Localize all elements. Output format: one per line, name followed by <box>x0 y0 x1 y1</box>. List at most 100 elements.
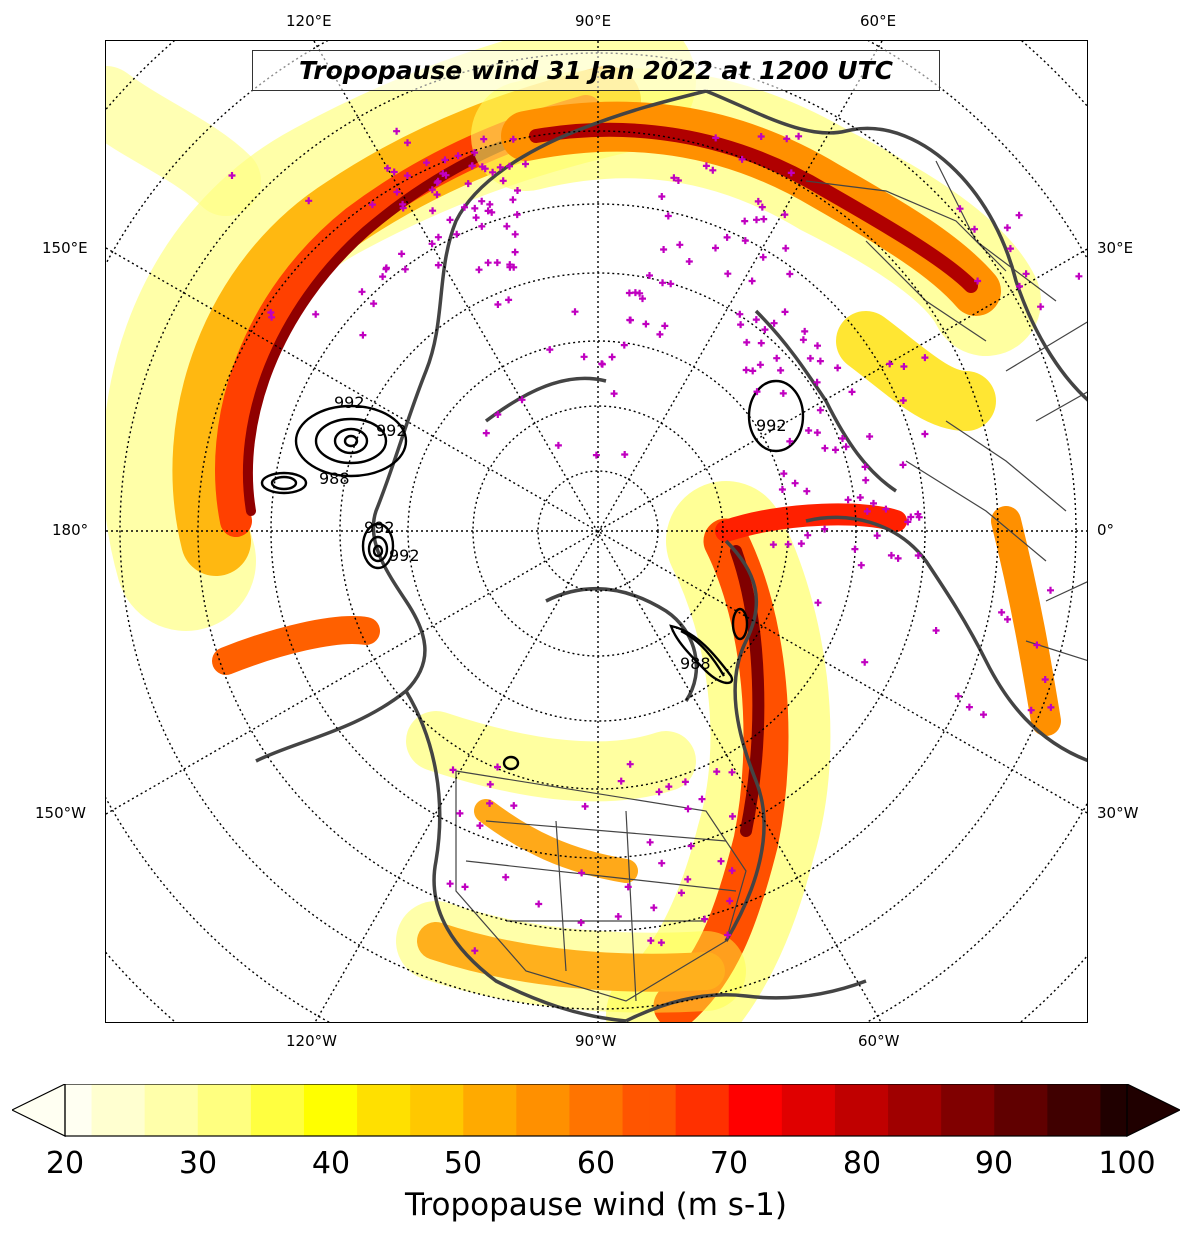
station-marker <box>701 915 709 923</box>
station-marker <box>863 507 871 515</box>
station-marker <box>359 331 367 339</box>
station-marker <box>614 913 622 920</box>
colorbar-segment <box>1020 1084 1048 1136</box>
station-marker <box>404 139 411 147</box>
colorbar-segment <box>542 1084 571 1136</box>
station-marker <box>738 155 746 163</box>
station-marker <box>712 244 719 252</box>
colorbar-segment <box>914 1084 942 1136</box>
colorbar-segment <box>808 1084 836 1136</box>
station-marker <box>488 208 496 216</box>
station-marker <box>899 397 907 404</box>
colorbar-segment <box>118 1084 146 1136</box>
station-marker <box>659 279 666 287</box>
station-marker <box>382 264 390 272</box>
station-marker <box>471 947 479 955</box>
station-marker <box>804 531 812 539</box>
station-marker <box>757 133 765 140</box>
colorbar-segment <box>410 1084 438 1136</box>
station-marker <box>773 354 781 362</box>
station-marker <box>791 479 799 487</box>
station-marker <box>655 788 663 796</box>
station-marker <box>621 451 629 458</box>
contour-label: 992 <box>389 546 420 565</box>
station-marker <box>974 277 982 285</box>
station-marker <box>921 354 929 362</box>
station-marker <box>471 149 478 157</box>
colorbar-segment <box>91 1084 119 1136</box>
polar-stereographic-map[interactable]: 992 988 992 992 988 992 992 <box>105 40 1088 1023</box>
colorbar-segment <box>675 1084 703 1136</box>
station-marker <box>393 188 401 196</box>
colorbar-segment <box>144 1084 172 1136</box>
station-marker <box>503 222 511 230</box>
station-marker <box>358 288 366 296</box>
station-marker <box>857 561 865 569</box>
station-marker <box>546 346 554 354</box>
lon-label-120e: 120°E <box>286 12 332 30</box>
station-marker <box>428 240 436 248</box>
sea-level-pressure-contours <box>260 379 805 771</box>
colorbar-tick: 70 <box>709 1146 749 1181</box>
station-marker <box>446 216 454 224</box>
station-marker <box>743 338 751 346</box>
station-marker <box>592 451 600 459</box>
colorbar-segment <box>516 1084 544 1136</box>
station-marker <box>754 197 762 205</box>
station-marker <box>665 783 673 791</box>
station-marker <box>384 164 391 172</box>
station-marker <box>312 310 320 318</box>
station-marker <box>1027 706 1035 714</box>
colorbar-segment <box>303 1084 332 1136</box>
station-marker <box>513 211 521 219</box>
station-marker <box>760 215 768 223</box>
station-marker <box>646 272 653 279</box>
colorbar-tick: 90 <box>974 1146 1014 1181</box>
station-marker <box>464 180 472 188</box>
station-marker <box>728 768 736 776</box>
station-marker <box>642 320 650 328</box>
station-marker <box>581 802 589 810</box>
station-marker <box>698 795 706 803</box>
station-marker <box>712 134 720 142</box>
station-marker <box>489 168 497 176</box>
colorbar-label: Tropopause wind (m s-1) <box>405 1187 787 1223</box>
station-marker <box>736 310 744 318</box>
station-marker <box>914 552 922 559</box>
map-title: Tropopause wind 31 Jan 2022 at 1200 UTC <box>298 56 893 85</box>
station-marker <box>667 280 675 288</box>
colorbar-segment <box>994 1084 1022 1136</box>
station-marker <box>514 187 521 194</box>
station-marker <box>486 799 494 807</box>
station-marker <box>737 321 745 329</box>
station-marker <box>305 197 313 205</box>
station-marker <box>657 939 665 947</box>
map-canvas: 992 988 992 992 988 992 992 <box>106 41 1087 1022</box>
station-marker <box>510 802 518 810</box>
station-marker <box>687 842 695 850</box>
contour-label: 992 <box>334 393 365 412</box>
station-marker <box>493 259 501 267</box>
station-marker <box>749 367 757 375</box>
station-marker <box>494 411 502 418</box>
station-marker <box>752 316 760 324</box>
station-marker <box>887 551 895 559</box>
station-marker <box>647 937 655 945</box>
station-marker <box>1041 676 1049 683</box>
station-marker <box>494 301 502 308</box>
station-marker <box>480 135 488 143</box>
colorbar-segment <box>250 1084 278 1136</box>
station-marker <box>486 200 494 208</box>
station-marker <box>787 169 795 177</box>
station-marker <box>656 330 664 338</box>
station-marker <box>882 505 890 513</box>
station-marker <box>446 880 454 888</box>
colorbar-segment <box>171 1084 199 1136</box>
colorbar-tick: 60 <box>576 1146 616 1181</box>
station-marker <box>782 244 790 252</box>
station-marker <box>861 658 869 666</box>
lon-label-60e: 60°E <box>860 12 897 30</box>
station-marker <box>816 406 824 414</box>
station-marker <box>1015 211 1023 219</box>
station-marker <box>702 162 710 170</box>
